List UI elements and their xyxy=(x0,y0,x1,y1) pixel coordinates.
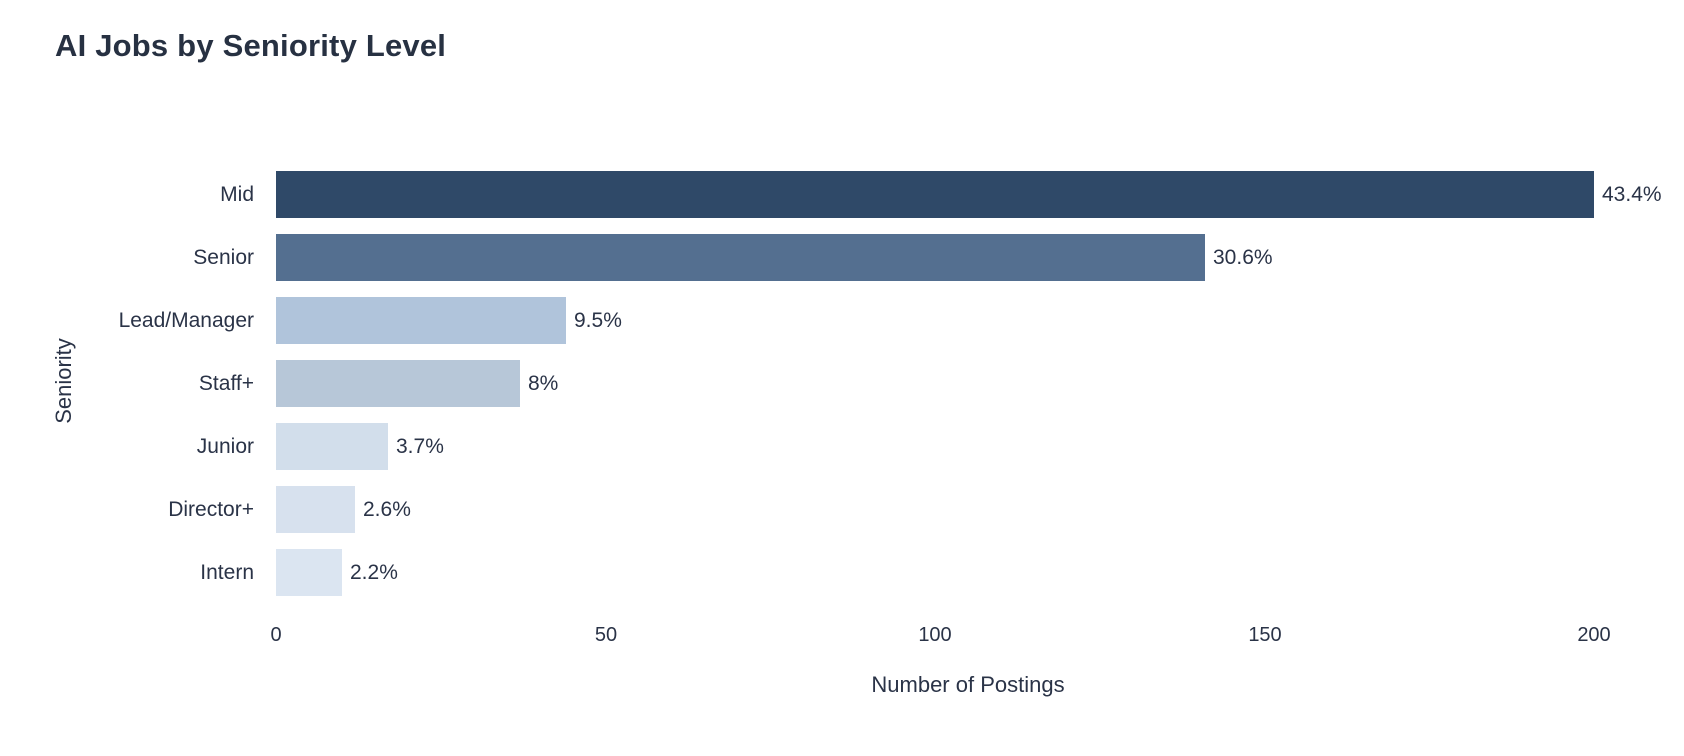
x-tick-label: 100 xyxy=(918,624,952,646)
bar-value-label: 43.4% xyxy=(1602,183,1662,206)
x-tick-label: 0 xyxy=(270,624,282,646)
bar xyxy=(276,234,1205,281)
bar xyxy=(276,549,342,596)
x-axis-title: Number of Postings xyxy=(871,672,1065,697)
category-label: Senior xyxy=(193,246,254,269)
bar xyxy=(276,360,520,407)
category-label: Staff+ xyxy=(198,372,254,395)
bar-value-label: 3.7% xyxy=(396,435,444,458)
category-label: Mid xyxy=(220,183,254,206)
bar-value-label: 30.6% xyxy=(1213,246,1273,269)
x-tick-label: 50 xyxy=(594,624,618,646)
bar-value-label: 2.6% xyxy=(363,498,411,521)
category-label: Director+ xyxy=(168,498,254,521)
bar-value-label: 8% xyxy=(528,372,559,395)
category-label: Junior xyxy=(196,435,254,458)
category-label: Lead/Manager xyxy=(118,309,254,332)
x-tick-label: 200 xyxy=(1577,624,1611,646)
bar xyxy=(276,171,1594,218)
chart-title: AI Jobs by Seniority Level xyxy=(55,28,447,63)
bar xyxy=(276,486,355,533)
bar xyxy=(276,423,388,470)
category-label: Intern xyxy=(200,561,254,584)
bar xyxy=(276,297,566,344)
bar-value-label: 9.5% xyxy=(574,309,622,332)
bar-value-label: 2.2% xyxy=(350,561,398,584)
x-tick-label: 150 xyxy=(1248,624,1282,646)
